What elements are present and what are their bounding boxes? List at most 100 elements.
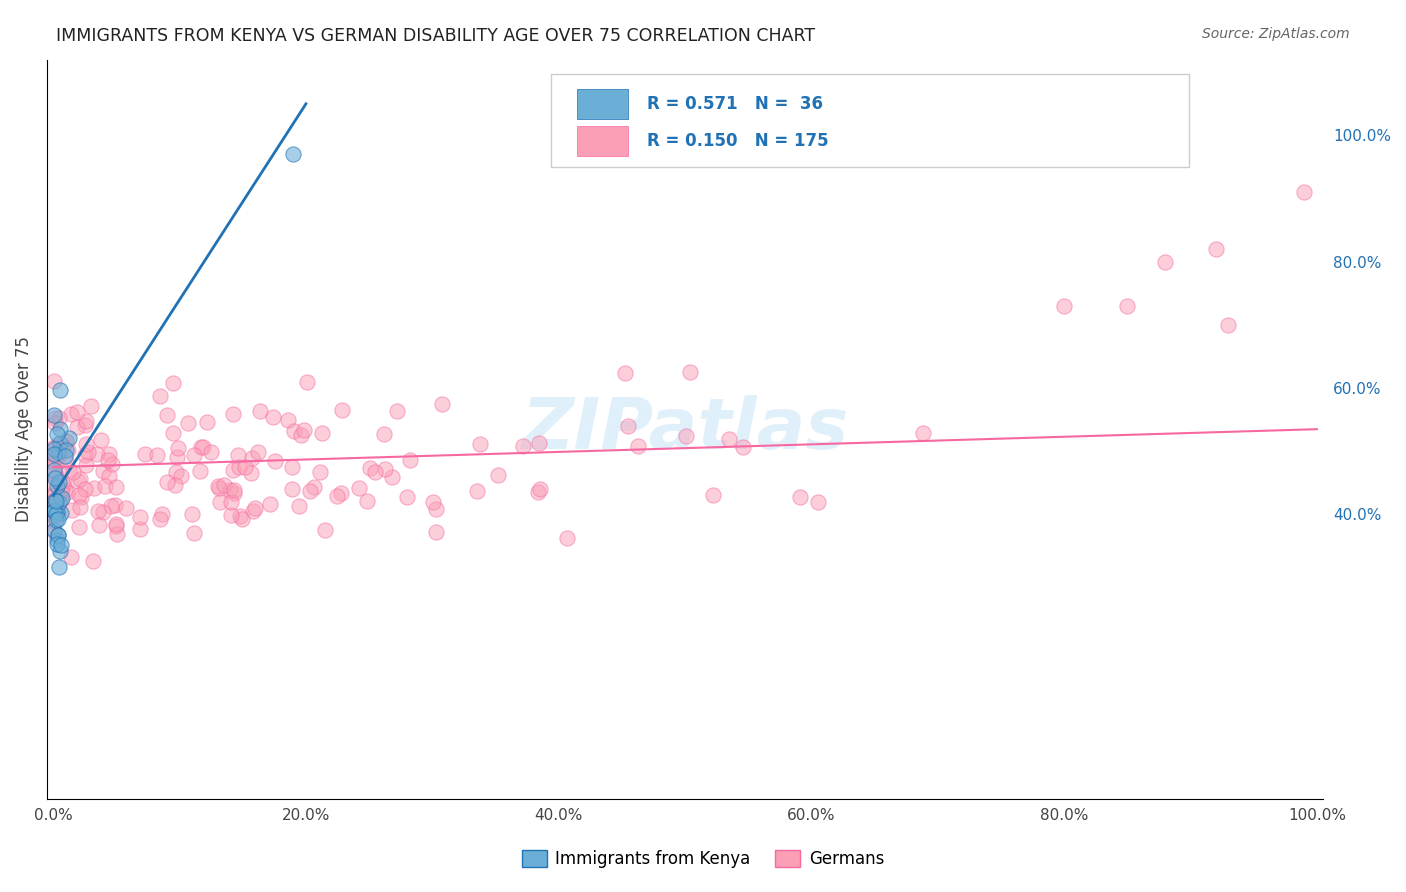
Germans (44, 417, 66, 431)
Germans (48, 437, 70, 451)
Germans (912, 425, 935, 440)
Germans (311, 425, 333, 440)
Germans (807, 495, 830, 509)
Germans (60, 550, 83, 565)
Germans (44, 447, 66, 461)
Immigrants from Kenya (46, 511, 69, 525)
Text: IMMIGRANTS FROM KENYA VS GERMAN DISABILITY AGE OVER 75 CORRELATION CHART: IMMIGRANTS FROM KENYA VS GERMAN DISABILI… (56, 27, 815, 45)
Germans (44, 488, 66, 502)
Point (1154, 254, 1177, 268)
Germans (52, 478, 75, 492)
Germans (97, 469, 120, 483)
Immigrants from Kenya (55, 443, 77, 458)
Germans (298, 483, 321, 498)
Germans (53, 483, 76, 498)
FancyBboxPatch shape (576, 126, 627, 156)
Immigrants from Kenya (53, 449, 76, 463)
Germans (183, 526, 205, 541)
Germans (83, 481, 105, 495)
Germans (181, 507, 204, 521)
Germans (69, 500, 91, 515)
Germans (169, 469, 191, 483)
Germans (44, 440, 66, 454)
Immigrants from Kenya (51, 491, 73, 505)
Text: R = 0.571   N =  36: R = 0.571 N = 36 (571, 94, 761, 112)
Germans (229, 508, 252, 523)
Germans (465, 484, 488, 499)
Germans (292, 423, 315, 437)
Germans (219, 483, 242, 498)
Immigrants from Kenya (44, 471, 66, 485)
Germans (146, 448, 169, 462)
Germans (245, 500, 267, 515)
Germans (399, 453, 422, 467)
Germans (162, 376, 184, 390)
Germans (44, 411, 66, 425)
Germans (290, 428, 312, 442)
Germans (162, 425, 184, 440)
Y-axis label: Disability Age Over 75: Disability Age Over 75 (15, 336, 32, 522)
Germans (167, 442, 190, 456)
Germans (717, 432, 740, 446)
Germans (115, 500, 138, 515)
Germans (177, 416, 200, 430)
Germans (75, 458, 97, 472)
Text: Source: ZipAtlas.com: Source: ZipAtlas.com (1202, 27, 1350, 41)
Germans (75, 414, 97, 428)
Immigrants from Kenya (44, 463, 66, 477)
Germans (247, 445, 270, 459)
Immigrants from Kenya (44, 493, 66, 508)
Immigrants from Kenya (58, 431, 80, 445)
Germans (330, 403, 353, 417)
Immigrants from Kenya (42, 502, 65, 516)
Germans (280, 459, 302, 474)
Germans (73, 418, 96, 433)
Immigrants from Kenya (46, 527, 69, 541)
Germans (195, 415, 218, 429)
Germans (364, 466, 387, 480)
Germans (675, 429, 697, 443)
Germans (49, 484, 72, 499)
Germans (613, 366, 636, 380)
Germans (356, 493, 378, 508)
Germans (224, 483, 246, 497)
Germans (166, 450, 188, 464)
Germans (425, 502, 447, 516)
Point (1205, 242, 1227, 256)
Germans (330, 486, 353, 500)
Germans (100, 457, 122, 471)
Germans (75, 437, 97, 451)
Germans (527, 485, 550, 500)
Immigrants from Kenya (45, 533, 67, 547)
Immigrants from Kenya (283, 147, 305, 161)
Germans (280, 483, 302, 497)
Germans (48, 447, 70, 461)
Immigrants from Kenya (45, 427, 67, 442)
Germans (77, 445, 100, 459)
Germans (91, 505, 114, 519)
Germans (156, 409, 179, 423)
Germans (75, 482, 97, 496)
Germans (212, 477, 235, 491)
Germans (555, 532, 578, 546)
Point (1116, 299, 1139, 313)
Immigrants from Kenya (49, 435, 72, 450)
Germans (69, 472, 91, 486)
Germans (60, 407, 83, 421)
Germans (359, 460, 381, 475)
Germans (789, 491, 811, 505)
Germans (73, 448, 96, 462)
Germans (44, 449, 66, 463)
Germans (468, 437, 491, 451)
Germans (222, 463, 245, 477)
Text: R = 0.150   N = 175: R = 0.150 N = 175 (647, 132, 828, 150)
Germans (44, 374, 66, 388)
Germans (228, 459, 250, 474)
Germans (283, 424, 305, 438)
Germans (44, 486, 66, 500)
Germans (679, 365, 702, 379)
Germans (259, 496, 281, 510)
Immigrants from Kenya (48, 559, 70, 574)
Immigrants from Kenya (44, 523, 66, 537)
Germans (129, 509, 152, 524)
